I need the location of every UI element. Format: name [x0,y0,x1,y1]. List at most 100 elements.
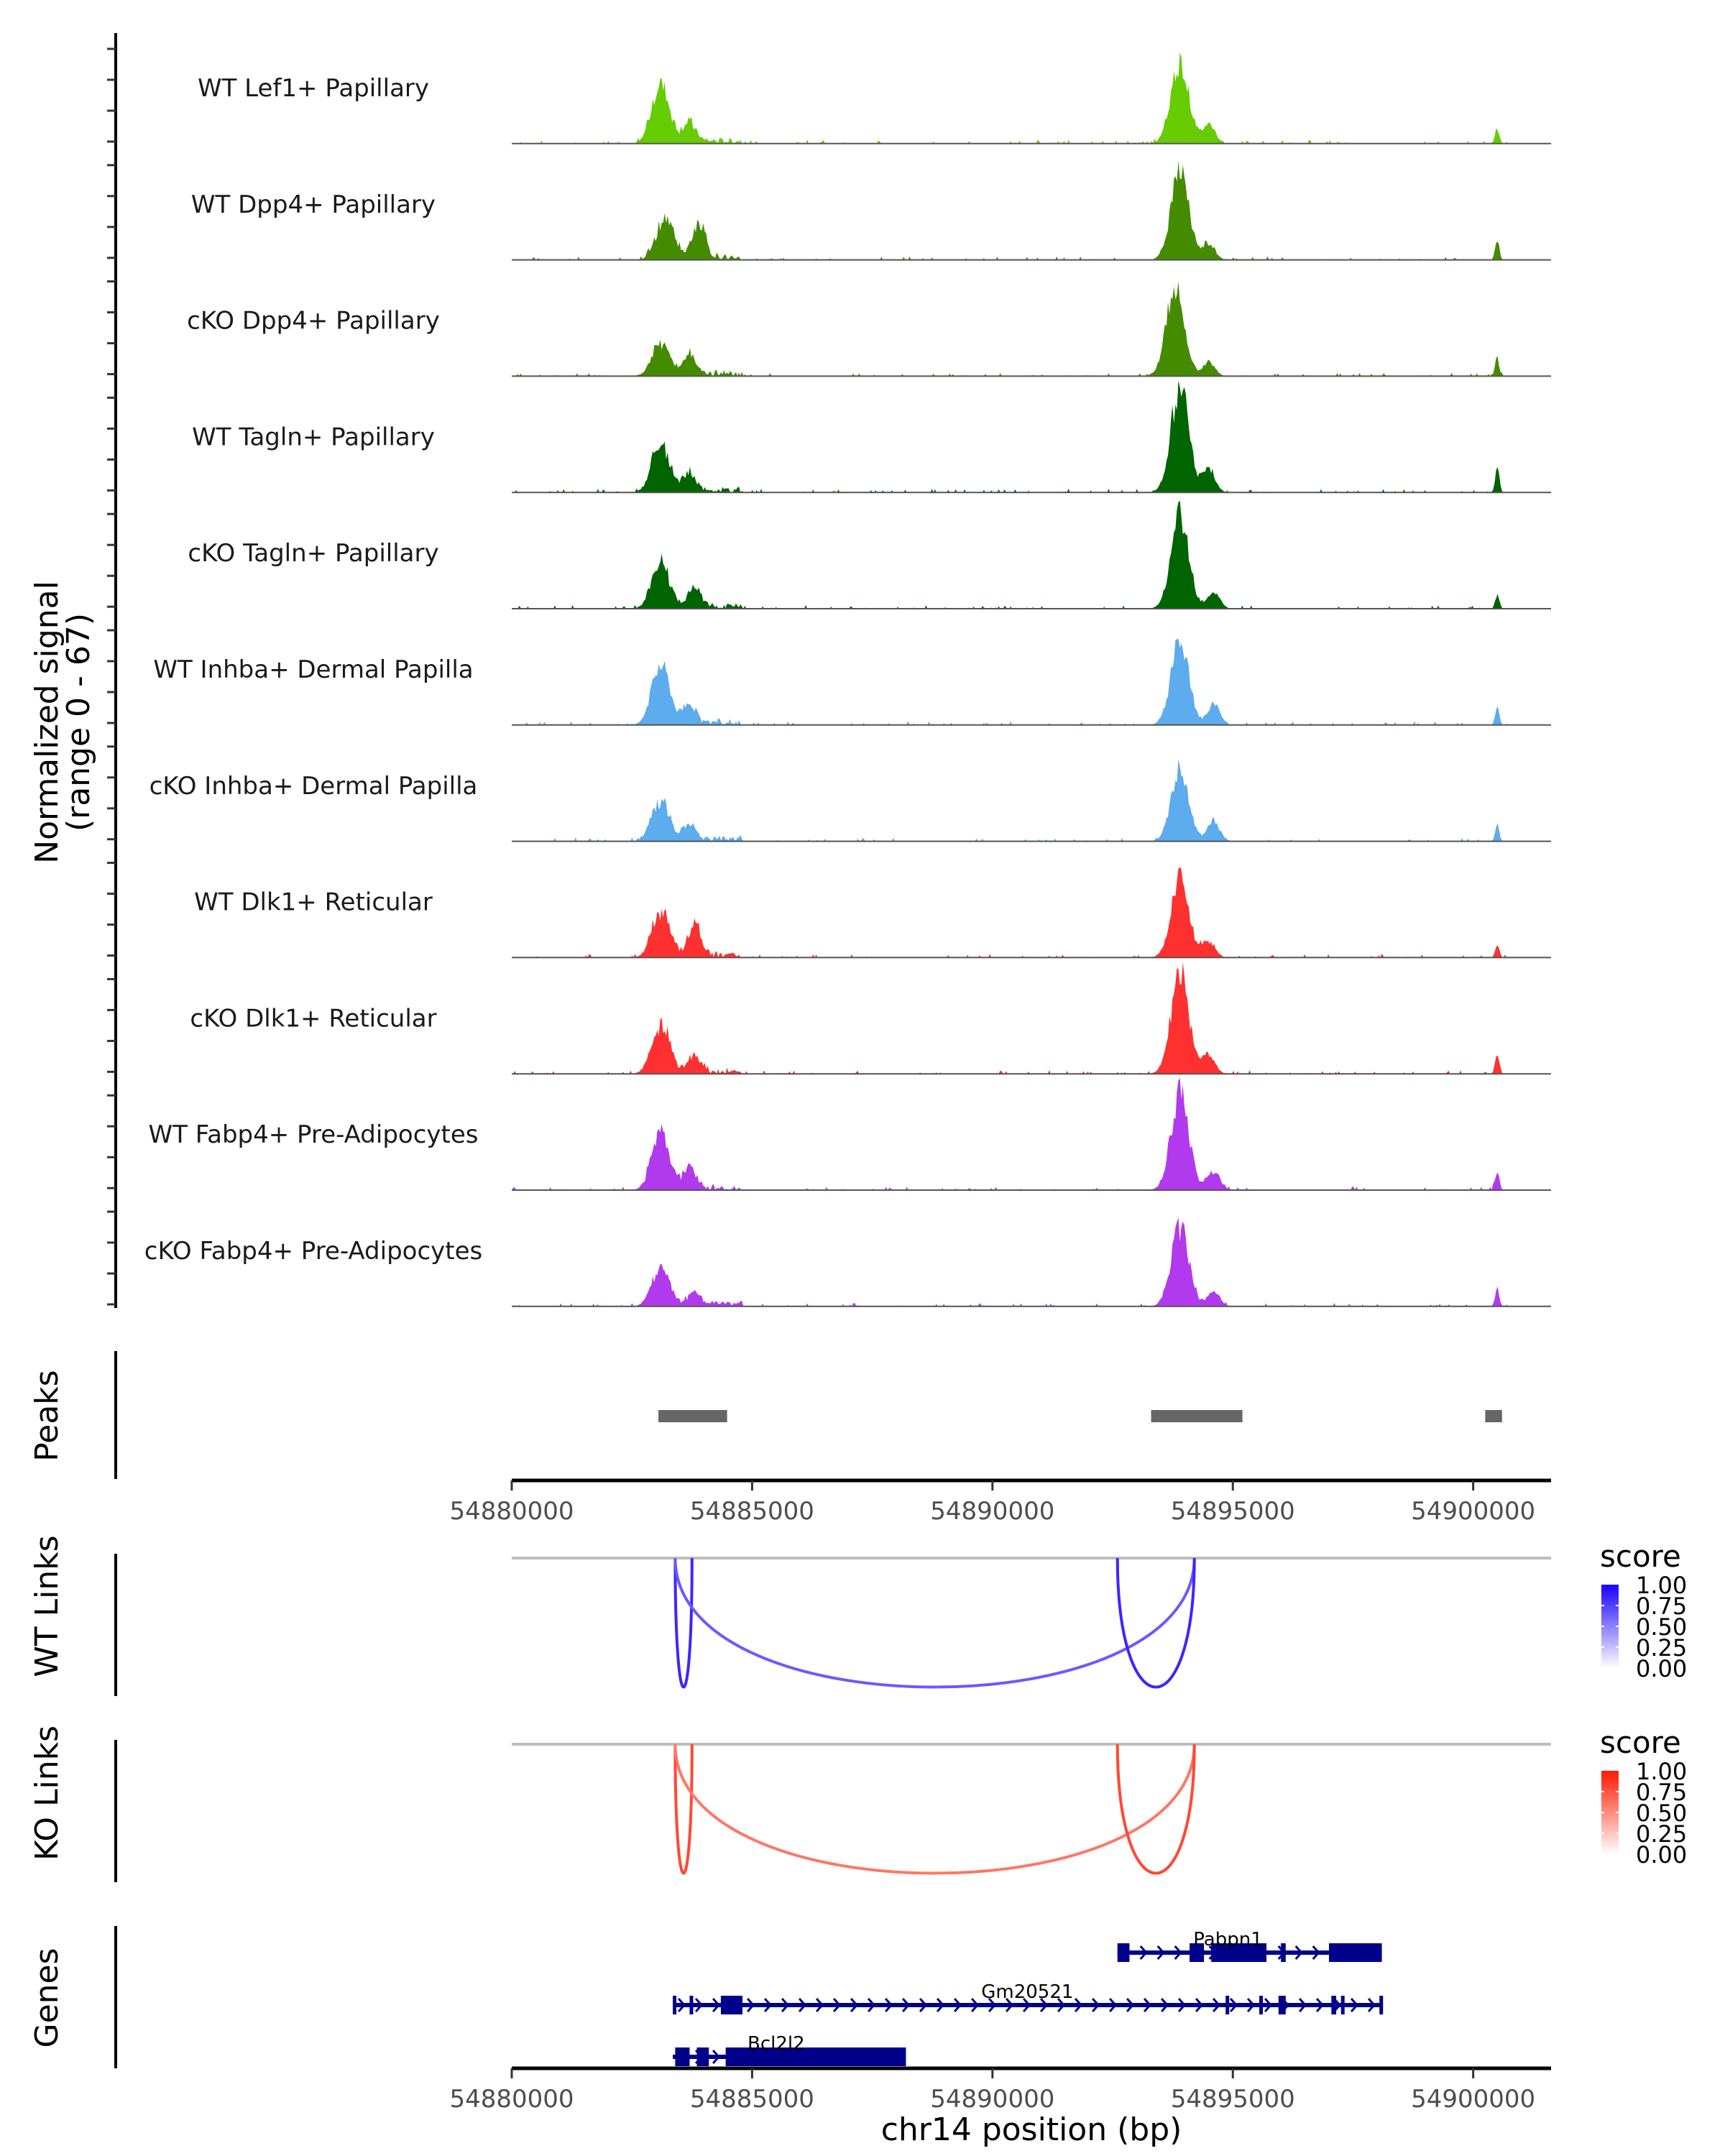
gene-exon [1379,1996,1384,2014]
gene-exon [1225,1996,1230,2014]
track-label: WT Dlk1+ Reticular [194,888,433,917]
strand-arrow-icon [694,1998,704,2012]
peak-region [1151,1410,1243,1422]
coverage-area [512,281,1551,377]
gene-exon [1259,1996,1264,2014]
track-label: WT Tagln+ Papillary [192,423,435,451]
coverage-track: cKO Tagln+ Papillary [107,500,1551,609]
legend-tick-label: 0.75 [1636,1779,1687,1806]
link-arc [673,1743,1196,1875]
legend-tick-label: 1.00 [1636,1758,1687,1785]
x-tick-label: 54880000 [449,1497,574,1526]
x-tick-label: 54900000 [1411,2085,1535,2114]
gene-exon [675,2047,690,2066]
track-label: cKO Tagln+ Papillary [188,539,438,568]
strand-arrow-icon [867,1998,876,2012]
strand-arrow-icon [781,1998,790,2012]
genes-panel: Pabpn1 Gm20521 Bcl2l2 [114,1926,1384,2068]
ko-links-axis-title: KO Links [29,1726,65,1861]
strand-arrow-icon [832,1998,842,2012]
strand-arrow-icon [884,1998,893,2012]
strand-arrow-icon [1294,1945,1303,1960]
x-tick-label: 54885000 [690,1497,814,1526]
track-label: WT Inhba+ Dermal Papilla [153,655,473,684]
legend-tick-label: 0.75 [1636,1593,1687,1620]
link-arc [673,1557,1196,1689]
strand-arrow-icon [1367,1998,1376,2012]
wt-links-axis-title: WT Links [29,1535,65,1677]
peaks-axis-title: Peaks [29,1370,65,1461]
coverage-area [512,500,1551,609]
x-tick-label: 54895000 [1171,1497,1295,1526]
track-label: WT Fabp4+ Pre-Adipocytes [149,1120,479,1149]
track-label: cKO Dpp4+ Papillary [187,307,440,336]
coverage-track: cKO Dpp4+ Papillary [107,280,1551,377]
strand-arrow-icon [1246,1998,1256,2012]
track-label: cKO Inhba+ Dermal Papilla [150,772,478,801]
x-tick-label: 54890000 [930,1497,1054,1526]
track-label: cKO Fabp4+ Pre-Adipocytes [144,1237,483,1266]
strand-arrow-icon [1177,1998,1187,2012]
coverage-area [512,160,1551,260]
gene-exon [1278,1996,1286,2014]
legend-tick-label: 0.00 [1636,1841,1687,1869]
strand-arrow-icon [1298,1998,1307,2012]
strand-arrow-icon [919,1998,928,2012]
coverage-track: WT Inhba+ Dermal Papilla [107,629,1551,726]
gene-exon [1117,1943,1130,1962]
strand-arrow-icon [1156,1945,1165,1960]
link-arc [1116,1743,1196,1875]
strand-arrow-icon [677,1998,686,2012]
genes-axis-title: Genes [29,1948,65,2047]
coverage-panel: WT Lef1+ Papillary WT Dpp4+ Papillary cKO … [107,33,1551,1308]
coverage-area [512,52,1551,144]
link-arc [1116,1557,1196,1689]
coverage-track: cKO Fabp4+ Pre-Adipocytes [107,1210,1551,1307]
gene-exon [1340,1996,1345,2014]
x-tick-label: 54900000 [1411,1497,1535,1526]
coverage-area [512,638,1551,725]
coverage-track: WT Dpp4+ Papillary [107,160,1551,261]
coverage-area [512,867,1551,958]
legend-title: score [1600,1725,1681,1760]
coverage-area [512,759,1551,842]
gene-exon [1329,1943,1382,1962]
strand-arrow-icon [746,1998,755,2012]
strand-arrow-icon [1022,1998,1031,2012]
legend-tick-label: 0.25 [1636,1820,1687,1848]
x-axis-title: chr14 position (bp) [881,2111,1182,2148]
strand-arrow-icon [798,1998,807,2012]
gene-exon [689,1996,694,2014]
legend-tick-label: 0.25 [1636,1634,1687,1662]
strand-arrow-icon [901,1998,911,2012]
x-tick-label: 54895000 [1171,2085,1295,2114]
gene-exon [720,1996,743,2014]
link-arc [673,1743,694,1875]
strand-arrow-icon [970,1998,980,2012]
strand-arrow-icon [815,1998,824,2012]
legend-tick-label: 0.00 [1636,1655,1687,1682]
strand-arrow-icon [1350,1998,1359,2012]
strand-arrow-icon [1108,1998,1118,2012]
strand-arrow-icon [1315,1998,1325,2012]
coverage-track: WT Tagln+ Papillary [107,380,1551,494]
strand-arrow-icon [1143,1998,1152,2012]
strand-arrow-icon [953,1998,962,2012]
peak-region [1485,1410,1502,1422]
track-label: WT Dpp4+ Papillary [191,190,436,219]
strand-arrow-icon [712,1998,721,2012]
strand-arrow-icon [1212,1998,1221,2012]
coverage-y-axis-subtitle: (range 0 - 67) [60,613,97,831]
gene-exon [1331,1996,1337,2014]
strand-arrow-icon [1039,1998,1049,2012]
strand-arrow-icon [1229,1998,1238,2012]
strand-arrow-icon [1139,1945,1148,1960]
gene-exon [1211,1943,1267,1962]
x-tick-label: 54885000 [690,2085,814,2114]
strand-arrow-icon [763,1998,773,2012]
gene-exon [725,2047,906,2066]
coverage-track: cKO Dlk1+ Reticular [107,962,1551,1075]
